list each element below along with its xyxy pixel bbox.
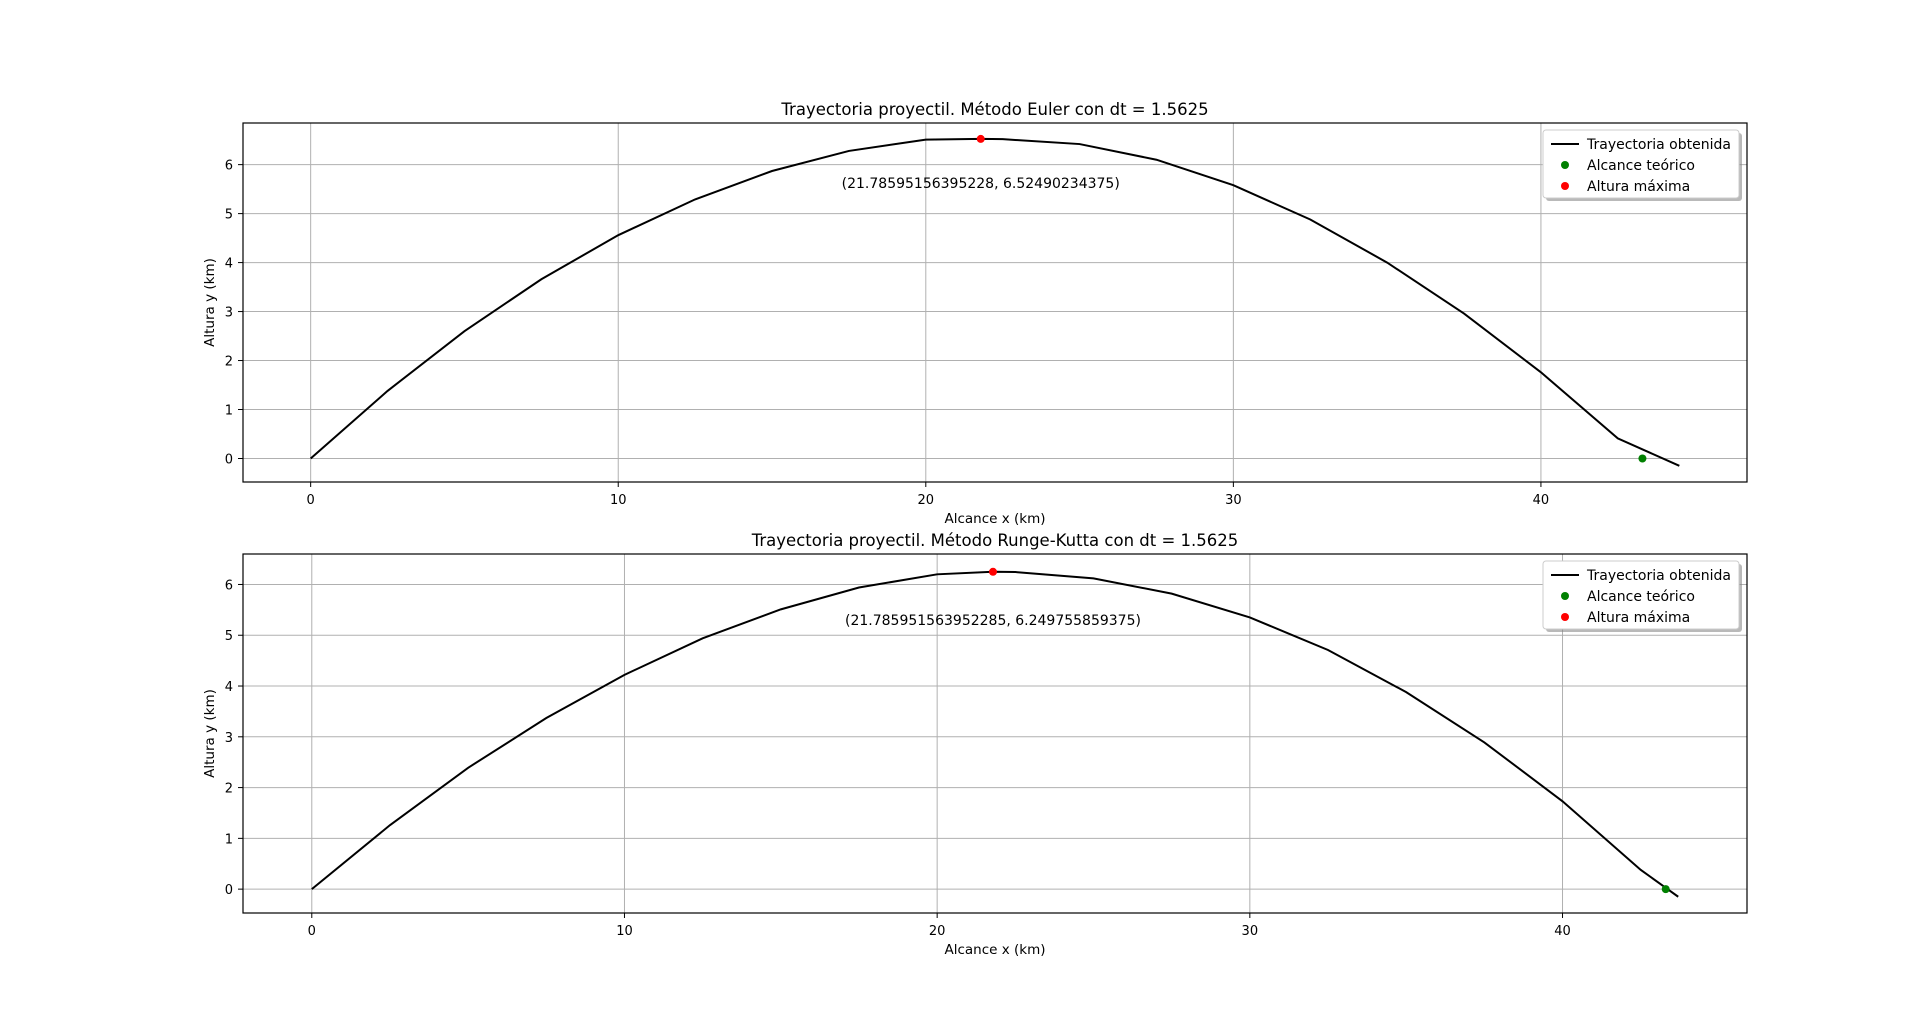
legend-box (1542, 560, 1740, 630)
y-axis-label: Altura y (km) (202, 258, 218, 347)
y-axis-label: Altura y (km) (202, 689, 218, 778)
legend-marker-swatch (1561, 182, 1569, 190)
x-tick-label: 0 (307, 493, 315, 508)
y-tick-label: 2 (225, 782, 233, 797)
x-tick-label: 40 (1533, 493, 1550, 508)
legend-label: Alcance teórico (1587, 158, 1695, 174)
y-tick-label: 0 (225, 883, 233, 898)
y-tick-label: 1 (225, 832, 233, 847)
x-tick-label: 0 (308, 924, 316, 939)
legend-label: Trayectoria obtenida (1586, 137, 1731, 153)
legend-box (1542, 129, 1740, 199)
chart-title: Trayectoria proyectil. Método Euler con … (780, 100, 1208, 119)
x-axis-label: Alcance x (km) (944, 511, 1045, 527)
x-tick-label: 20 (929, 924, 946, 939)
x-tick-label: 30 (1225, 493, 1242, 508)
legend-marker-swatch (1561, 613, 1569, 621)
y-tick-label: 4 (225, 257, 233, 272)
y-tick-label: 1 (225, 404, 233, 419)
chart-title: Trayectoria proyectil. Método Runge-Kutt… (751, 531, 1239, 550)
y-tick-label: 6 (225, 159, 233, 174)
legend-label: Alcance teórico (1587, 589, 1695, 605)
legend-marker-swatch (1561, 592, 1569, 600)
max-height-annotation: (21.785951563952285, 6.249755859375) (845, 613, 1141, 629)
y-tick-label: 3 (225, 306, 233, 321)
legend-label: Altura máxima (1587, 179, 1690, 195)
max-height-point (988, 567, 997, 576)
legend-label: Altura máxima (1587, 610, 1690, 626)
chart-2: 0 10 20 30 40 0 1 2 3 4 5 6 Trayectoria proyectil. M… (202, 531, 1748, 958)
chart-1: 0 10 20 30 40 0 1 2 3 4 5 6 Trayectoria proyectil. M… (202, 100, 1748, 527)
y-tick-label: 5 (225, 629, 233, 644)
legend: Trayectoria obtenida Alcance teórico Altur… (1542, 129, 1742, 201)
x-tick-label: 40 (1554, 924, 1571, 939)
x-tick-label: 10 (610, 493, 627, 508)
y-tick-label: 6 (225, 578, 233, 593)
legend: Trayectoria obtenida Alcance teórico Altur… (1542, 560, 1742, 632)
trajectory-line (311, 570, 1679, 898)
legend-label: Trayectoria obtenida (1586, 568, 1731, 584)
axes-frame (242, 122, 1748, 483)
max-height-point (976, 134, 985, 143)
axes-frame (242, 553, 1748, 914)
theoretical-range-point (1661, 885, 1670, 894)
x-tick-label: 30 (1242, 924, 1259, 939)
legend-marker-swatch (1561, 161, 1569, 169)
y-tick-label: 3 (225, 731, 233, 746)
y-tick-label: 2 (225, 355, 233, 370)
y-tick-label: 5 (225, 208, 233, 223)
y-tick-label: 4 (225, 680, 233, 695)
x-tick-label: 20 (918, 493, 935, 508)
x-tick-label: 10 (616, 924, 633, 939)
trajectory-line (309, 137, 1680, 467)
x-axis-label: Alcance x (km) (944, 942, 1045, 958)
max-height-annotation: (21.78595156395228, 6.52490234375) (842, 176, 1120, 192)
y-tick-label: 0 (225, 452, 233, 467)
theoretical-range-point (1638, 454, 1647, 463)
